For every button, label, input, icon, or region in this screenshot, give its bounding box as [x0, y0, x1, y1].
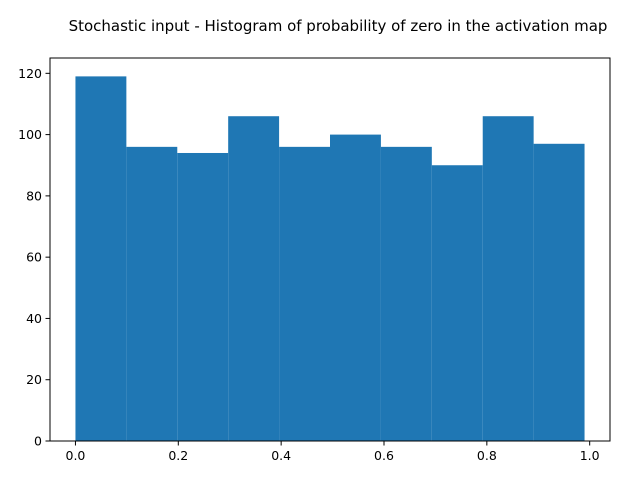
x-axis: 0.0 0.2 0.4 0.6 0.8 1.0 — [66, 441, 600, 463]
histogram-bar-8 — [482, 116, 534, 441]
histogram-bar-7 — [431, 165, 483, 442]
x-tick-label-0: 0.0 — [66, 448, 86, 463]
histogram-bar-1 — [126, 146, 178, 441]
x-tick-label-3: 0.6 — [374, 448, 394, 463]
histogram-bar-5 — [330, 134, 381, 441]
histogram-bar-0 — [75, 76, 127, 441]
y-tick-label-0: 0 — [34, 434, 42, 449]
plot-frame — [49, 57, 611, 442]
y-tick-label-2: 40 — [26, 311, 42, 326]
x-tick-label-5: 1.0 — [580, 448, 600, 463]
x-tick-label-2: 0.4 — [271, 448, 291, 463]
y-tick-label-6: 120 — [18, 66, 42, 81]
histogram-bar-2 — [177, 152, 229, 441]
y-tick-label-3: 60 — [26, 250, 42, 265]
x-tick-label-1: 0.2 — [168, 448, 188, 463]
y-tick-label-4: 80 — [26, 188, 42, 203]
y-tick-label-1: 20 — [26, 372, 42, 387]
histogram-bar-3 — [228, 116, 280, 441]
histogram-bar-9 — [533, 143, 585, 442]
histogram-bar-6 — [380, 146, 432, 441]
histogram-bar-4 — [279, 146, 330, 441]
chart-title: Stochastic input - Histogram of probabil… — [69, 17, 608, 35]
bars-group — [75, 76, 585, 442]
y-axis: 0 20 40 60 80 100 120 — [18, 66, 50, 449]
y-tick-label-5: 100 — [18, 127, 42, 142]
x-tick-label-4: 0.8 — [477, 448, 497, 463]
